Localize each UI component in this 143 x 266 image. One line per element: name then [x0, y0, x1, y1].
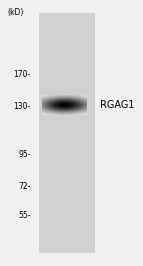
Text: (kD): (kD) [7, 8, 23, 17]
Text: 170-: 170- [13, 70, 31, 79]
Text: 72-: 72- [18, 182, 31, 191]
Text: 55-: 55- [18, 211, 31, 220]
Text: 95-: 95- [18, 150, 31, 159]
Text: RGAG1: RGAG1 [101, 100, 135, 110]
Text: 130-: 130- [13, 102, 31, 111]
Bar [39, 13, 95, 253]
